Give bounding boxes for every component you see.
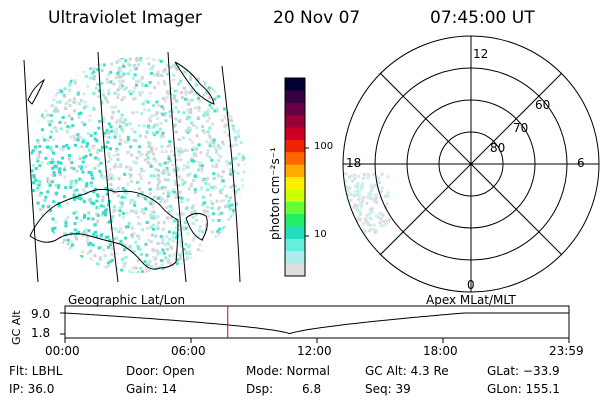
colorbar-band bbox=[285, 152, 305, 166]
seq-field: Seq: 39 bbox=[365, 382, 411, 396]
colorbar-band bbox=[285, 201, 305, 215]
longitude-line bbox=[221, 65, 241, 283]
colorbar-unit-label: photon cm⁻²s⁻¹ bbox=[268, 147, 282, 240]
colorbar-band bbox=[285, 226, 305, 240]
coastline bbox=[27, 78, 46, 105]
mlt-label-6: 6 bbox=[577, 156, 585, 170]
filter-field: Flt: LBHL bbox=[9, 364, 63, 378]
time-label: 07:45:00 UT bbox=[430, 8, 535, 28]
colorbar-band bbox=[285, 263, 305, 277]
colorbar-band bbox=[285, 251, 305, 265]
gc-alt-field: GC Alt: 4.3 Re bbox=[365, 364, 449, 378]
dsp-value: 6.8 bbox=[302, 382, 322, 396]
colorbar-band bbox=[285, 78, 305, 91]
mlat-label-70: 70 bbox=[513, 121, 529, 135]
glon-field: GLon: 155.1 bbox=[487, 382, 560, 396]
glat-field: GLat: −33.9 bbox=[487, 364, 560, 378]
longitude-line bbox=[23, 59, 39, 283]
door-field: Door: Open bbox=[126, 364, 195, 378]
polar-ring-50 bbox=[342, 35, 600, 293]
colorbar-band bbox=[285, 177, 305, 190]
longitude-line bbox=[167, 51, 187, 283]
ip-field: IP: 36.0 bbox=[9, 382, 55, 396]
mlt-label-0: 0 bbox=[467, 278, 475, 292]
timeline-x-tick: 06:00 bbox=[171, 344, 206, 358]
date-label: 20 Nov 07 bbox=[273, 8, 361, 28]
polar-ring-60 bbox=[374, 67, 568, 261]
colorbar-tick-100: 100 bbox=[314, 141, 334, 152]
colorbar-band bbox=[285, 115, 305, 128]
mlt-label-12: 12 bbox=[473, 47, 489, 61]
dsp-field: Dsp: bbox=[246, 382, 274, 396]
timeline-y-tick: 1.8 bbox=[31, 326, 51, 340]
colorbar-band bbox=[285, 102, 305, 116]
instrument-title: Ultraviolet Imager bbox=[48, 8, 202, 28]
gain-field: Gain: 14 bbox=[126, 382, 177, 396]
colorbar-tick-10: 10 bbox=[314, 229, 327, 240]
mode-field: Mode: Normal bbox=[246, 364, 330, 378]
colorbar-band bbox=[285, 127, 305, 141]
mlat-label-60: 60 bbox=[535, 98, 551, 112]
colorbar-band bbox=[285, 214, 305, 227]
coastline bbox=[185, 212, 208, 241]
colorbar bbox=[284, 77, 309, 277]
polar-ring-70 bbox=[406, 99, 536, 229]
timeline-x-tick: 23:59 bbox=[549, 344, 584, 358]
timeline-left-title: Geographic Lat/Lon bbox=[68, 293, 186, 307]
colorbar-band bbox=[285, 189, 305, 203]
timeline-x-tick: 00:00 bbox=[45, 344, 80, 358]
coastline bbox=[174, 61, 215, 105]
colorbar-band bbox=[285, 90, 305, 104]
colorbar-band bbox=[285, 238, 305, 252]
timeline-right-title: Apex MLat/MLT bbox=[426, 293, 516, 307]
polar-emission-pixels bbox=[343, 172, 391, 235]
mlat-label-80: 80 bbox=[490, 141, 506, 155]
colorbar-band bbox=[285, 139, 305, 153]
timeline-x-tick: 12:00 bbox=[297, 344, 332, 358]
timeline-y-tick: 9.0 bbox=[31, 307, 51, 321]
uv-emission-pixels bbox=[30, 57, 245, 273]
mlt-label-18: 18 bbox=[346, 156, 362, 170]
coastline bbox=[29, 188, 179, 270]
colorbar-band bbox=[285, 164, 305, 178]
timeline-y-axis-label: GC Alt bbox=[10, 310, 23, 345]
timeline-x-tick: 18:00 bbox=[423, 344, 458, 358]
altitude-curve bbox=[64, 312, 569, 335]
longitude-line bbox=[97, 51, 119, 283]
